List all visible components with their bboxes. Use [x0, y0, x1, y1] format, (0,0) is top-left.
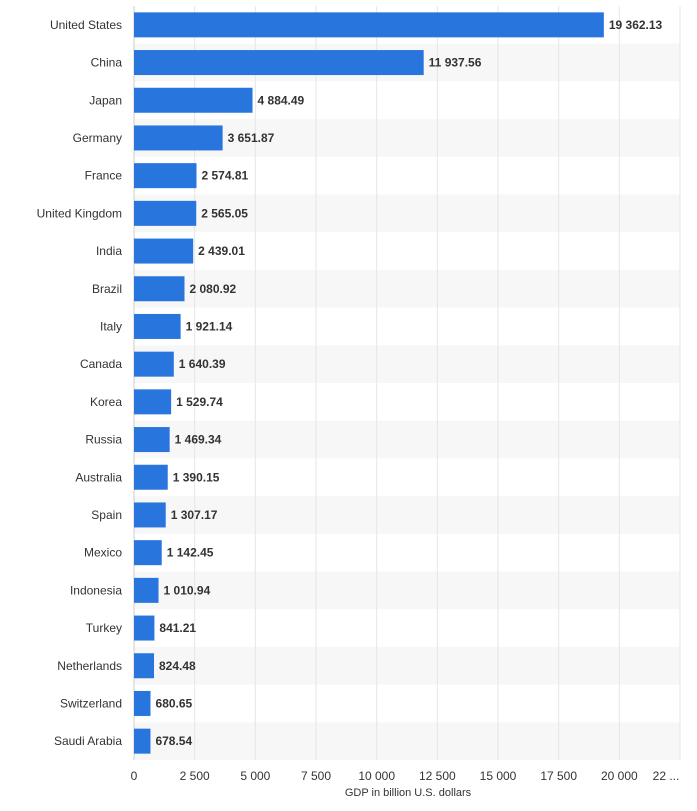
row-stripe [134, 119, 680, 157]
tick-label: 12 500 [419, 769, 456, 783]
bar [134, 238, 194, 264]
tick-label: 2 500 [180, 769, 210, 783]
category-label: Indonesia [70, 583, 122, 597]
tick-label: 17 500 [540, 769, 577, 783]
tick-label: 5 000 [240, 769, 270, 783]
category-label: China [91, 56, 123, 70]
value-label: 2 439.01 [198, 244, 245, 258]
category-label: India [96, 244, 122, 258]
row-stripe [134, 571, 680, 610]
bar [134, 87, 253, 113]
category-label: Saudi Arabia [54, 734, 122, 748]
tick-label: 15 000 [480, 769, 517, 783]
category-label: France [85, 169, 123, 183]
category-label: Switzerland [60, 696, 122, 710]
category-labels: United States China Japan Germany France Unit… [37, 18, 123, 748]
value-label: 678.54 [155, 734, 192, 748]
category-label: Canada [80, 357, 122, 371]
category-label: Korea [90, 395, 122, 409]
category-label: Mexico [84, 546, 122, 560]
bar [134, 163, 197, 189]
row-stripe [134, 722, 680, 760]
bar [134, 728, 151, 754]
value-label: 1 921.14 [186, 319, 233, 333]
row-stripe [134, 345, 680, 383]
value-label: 19 362.13 [609, 18, 663, 32]
bar [134, 690, 151, 716]
value-label: 2 080.92 [189, 282, 236, 296]
value-label: 1 529.74 [176, 395, 223, 409]
bar [134, 427, 170, 453]
bar [134, 577, 159, 603]
category-label: Turkey [86, 621, 122, 635]
tick-label: 0 [131, 769, 138, 783]
category-label: Brazil [92, 282, 122, 296]
value-label: 680.65 [156, 696, 193, 710]
row-stripe [134, 194, 680, 233]
value-label: 3 651.87 [228, 131, 275, 145]
category-label: United States [50, 18, 122, 32]
value-label: 1 640.39 [179, 357, 226, 371]
category-label: Germany [73, 131, 122, 145]
value-label: 824.48 [159, 659, 196, 673]
value-label: 841.21 [159, 621, 196, 635]
value-labels: 19 362.13 11 937.56 4 884.49 3 651.87 2 574.… [155, 18, 662, 748]
bar [134, 464, 168, 490]
tick-label: 20 000 [601, 769, 638, 783]
category-label: Netherlands [57, 659, 122, 673]
bar [134, 50, 424, 76]
tick-label: 22 ... [653, 769, 680, 783]
category-label: Australia [75, 470, 122, 484]
value-label: 1 010.94 [164, 583, 211, 597]
value-label: 1 307.17 [171, 508, 218, 522]
value-label: 11 937.56 [429, 56, 482, 70]
value-label: 1 469.34 [175, 433, 222, 447]
row-stripe [134, 420, 680, 459]
value-label: 2 574.81 [201, 169, 248, 183]
category-label: Russia [85, 433, 122, 447]
bar [134, 12, 604, 38]
row-stripe [134, 496, 680, 534]
bar [134, 615, 155, 641]
value-label: 1 390.15 [173, 470, 220, 484]
category-label: United Kingdom [37, 206, 122, 220]
x-axis-ticks: 0 2 500 5 000 7 500 10 000 12 500 15 000 17 500… [131, 769, 680, 783]
category-label: Italy [100, 319, 122, 333]
bar [134, 540, 162, 566]
bar [134, 653, 155, 679]
value-label: 1 142.45 [167, 546, 214, 560]
bar [134, 200, 197, 226]
bars [134, 12, 604, 754]
bar [134, 502, 166, 528]
x-axis-title: GDP in billion U.S. dollars [345, 787, 472, 799]
value-label: 4 884.49 [258, 93, 305, 107]
tick-label: 7 500 [301, 769, 331, 783]
category-label: Japan [89, 93, 122, 107]
value-label: 2 565.05 [201, 206, 248, 220]
bar [134, 351, 174, 377]
row-stripe [134, 646, 680, 685]
bar [134, 389, 172, 415]
bar [134, 276, 185, 302]
bar [134, 125, 223, 151]
tick-label: 10 000 [358, 769, 395, 783]
row-stripe [134, 269, 680, 308]
row-stripes [134, 43, 680, 760]
category-label: Spain [91, 508, 122, 522]
bar [134, 313, 181, 339]
